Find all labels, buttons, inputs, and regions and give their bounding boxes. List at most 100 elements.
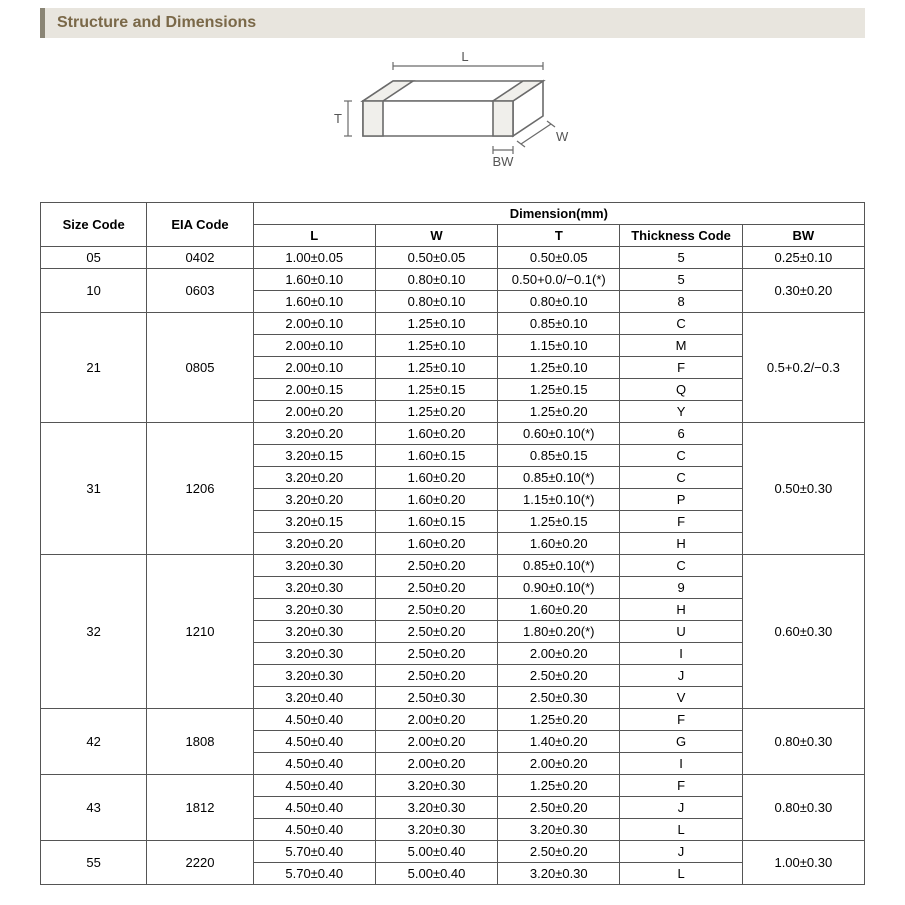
cell-W: 2.00±0.20 [375,731,497,753]
th-L: L [253,225,375,247]
cell-W: 1.60±0.15 [375,445,497,467]
cell-T: 1.15±0.10(*) [498,489,620,511]
cell-T: 0.85±0.10 [498,313,620,335]
cell-W: 3.20±0.30 [375,797,497,819]
cell-L: 4.50±0.40 [253,775,375,797]
cell-L: 4.50±0.40 [253,753,375,775]
cell-W: 2.50±0.30 [375,687,497,709]
cell-TC: 5 [620,269,742,291]
cell-W: 2.50±0.20 [375,599,497,621]
cell-bw: 0.80±0.30 [742,775,864,841]
cell-T: 1.25±0.20 [498,401,620,423]
cell-L: 3.20±0.30 [253,599,375,621]
cell-T: 1.25±0.10 [498,357,620,379]
table-row: 5522205.70±0.405.00±0.402.50±0.20J1.00±0… [41,841,865,863]
cell-L: 3.20±0.20 [253,423,375,445]
cell-T: 1.60±0.20 [498,599,620,621]
cell-TC: J [620,841,742,863]
table-header-row-1: Size Code EIA Code Dimension(mm) [41,203,865,225]
cell-T: 0.85±0.10(*) [498,555,620,577]
cell-W: 1.60±0.20 [375,533,497,555]
cell-T: 0.60±0.10(*) [498,423,620,445]
cell-W: 5.00±0.40 [375,841,497,863]
table-row: 0504021.00±0.050.50±0.050.50±0.0550.25±0… [41,247,865,269]
th-dimension: Dimension(mm) [253,203,864,225]
cell-L: 4.50±0.40 [253,797,375,819]
th-BW: BW [742,225,864,247]
table-row: 2108052.00±0.101.25±0.100.85±0.10C0.5+0.… [41,313,865,335]
cell-W: 1.60±0.20 [375,467,497,489]
cell-W: 0.80±0.10 [375,291,497,313]
cell-W: 2.50±0.20 [375,555,497,577]
cell-eia-code: 1808 [147,709,253,775]
cell-T: 1.25±0.20 [498,775,620,797]
cell-L: 2.00±0.10 [253,335,375,357]
cell-W: 1.60±0.20 [375,489,497,511]
cell-eia-code: 1210 [147,555,253,709]
cell-TC: V [620,687,742,709]
cell-L: 3.20±0.15 [253,445,375,467]
cell-TC: J [620,797,742,819]
table-row: 3212103.20±0.302.50±0.200.85±0.10(*)C0.6… [41,555,865,577]
cell-TC: I [620,753,742,775]
cell-L: 3.20±0.20 [253,489,375,511]
cell-W: 2.50±0.20 [375,665,497,687]
cell-bw: 0.5+0.2/−0.3 [742,313,864,423]
cell-W: 1.25±0.10 [375,357,497,379]
table-row: 4318124.50±0.403.20±0.301.25±0.20F0.80±0… [41,775,865,797]
cell-W: 2.50±0.20 [375,577,497,599]
section-header: Structure and Dimensions [40,8,865,38]
cell-T: 3.20±0.30 [498,819,620,841]
section-title: Structure and Dimensions [57,14,256,31]
cell-L: 1.00±0.05 [253,247,375,269]
cell-TC: J [620,665,742,687]
cell-W: 2.00±0.20 [375,709,497,731]
cell-W: 2.50±0.20 [375,621,497,643]
dimensions-table: Size Code EIA Code Dimension(mm) L W T T… [40,202,865,885]
cell-bw: 0.80±0.30 [742,709,864,775]
cell-TC: P [620,489,742,511]
cell-TC: L [620,819,742,841]
cell-T: 2.50±0.20 [498,841,620,863]
cell-W: 2.50±0.20 [375,643,497,665]
cell-W: 1.25±0.15 [375,379,497,401]
cell-W: 1.25±0.10 [375,313,497,335]
cell-W: 1.60±0.20 [375,423,497,445]
cell-eia-code: 1812 [147,775,253,841]
cell-T: 1.15±0.10 [498,335,620,357]
cell-eia-code: 0805 [147,313,253,423]
cell-L: 2.00±0.15 [253,379,375,401]
cell-size-code: 32 [41,555,147,709]
cell-bw: 1.00±0.30 [742,841,864,885]
cell-T: 2.00±0.20 [498,643,620,665]
cell-L: 2.00±0.10 [253,357,375,379]
cell-T: 2.50±0.20 [498,665,620,687]
cell-TC: M [620,335,742,357]
cell-L: 3.20±0.30 [253,577,375,599]
cell-eia-code: 1206 [147,423,253,555]
cell-T: 0.85±0.15 [498,445,620,467]
cell-L: 2.00±0.20 [253,401,375,423]
cell-bw: 0.60±0.30 [742,555,864,709]
cell-L: 5.70±0.40 [253,863,375,885]
cell-T: 2.50±0.30 [498,687,620,709]
cell-TC: F [620,709,742,731]
cell-TC: 5 [620,247,742,269]
cell-L: 3.20±0.30 [253,643,375,665]
label-T: T [334,111,342,126]
cell-L: 1.60±0.10 [253,291,375,313]
cell-W: 1.25±0.20 [375,401,497,423]
cell-T: 1.80±0.20(*) [498,621,620,643]
cell-L: 3.20±0.15 [253,511,375,533]
cell-W: 3.20±0.30 [375,775,497,797]
cell-T: 0.85±0.10(*) [498,467,620,489]
cell-TC: Y [620,401,742,423]
table-row: 4218084.50±0.402.00±0.201.25±0.20F0.80±0… [41,709,865,731]
cell-TC: G [620,731,742,753]
cell-W: 3.20±0.30 [375,819,497,841]
label-L: L [461,49,468,64]
cell-bw: 0.25±0.10 [742,247,864,269]
cell-TC: 9 [620,577,742,599]
cell-W: 5.00±0.40 [375,863,497,885]
chip-diagram-svg: L T W BW [303,46,603,191]
